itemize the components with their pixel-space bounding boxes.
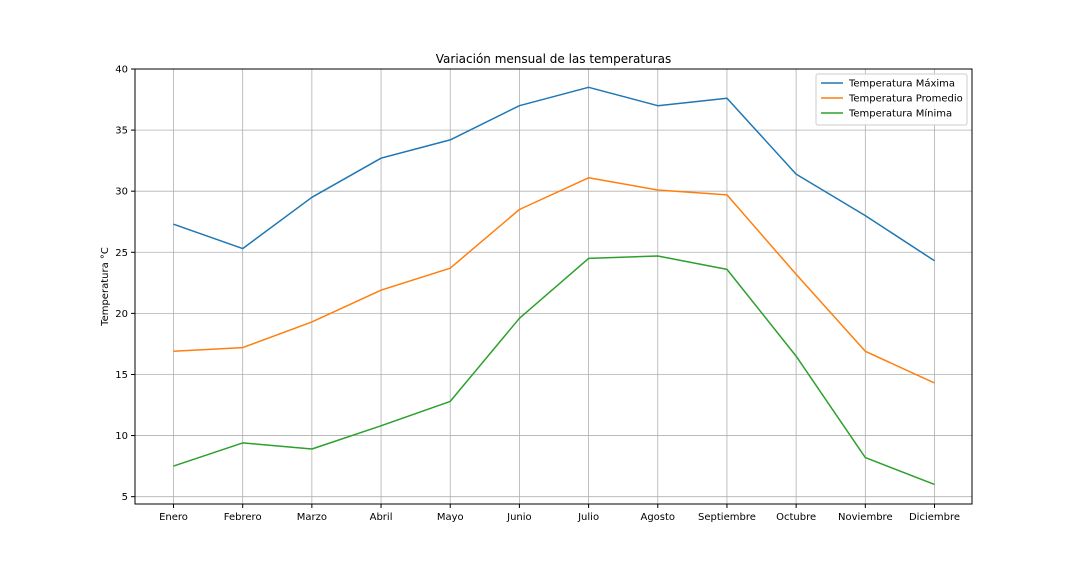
y-tick-label: 35 [115,126,128,137]
x-tick-label: Octubre [776,512,816,523]
y-tick-label: 10 [115,431,128,442]
x-tick-label: Diciembre [909,512,960,523]
y-tick-label: 20 [115,309,128,320]
y-tick-label: 40 [115,65,128,76]
y-tick-label: 30 [115,187,128,198]
legend-label: Temperatura Promedio [848,94,963,105]
x-tick-label: Mayo [437,512,464,523]
x-tick-label: Enero [159,512,188,523]
legend-label: Temperatura Máxima [848,78,955,90]
x-tick-label: Febrero [224,512,262,523]
x-axis: Enero Febrero Marzo Abril Mayo Junio Julio Agos… [159,504,960,523]
y-axis: 5 10 15 20 25 30 35 40 [115,65,135,503]
x-tick-label: Abril [370,512,393,523]
x-tick-label: Septiembre [698,512,756,523]
legend: Temperatura Máxima Temperatura Promedio Te… [815,73,968,126]
series-line-1 [173,86,935,262]
y-tick-label: 5 [122,492,128,503]
series-lines [173,86,935,486]
chart-title: Variación mensual de las temperaturas [436,52,671,66]
y-tick-label: 25 [115,248,128,259]
y-axis-label: Temperatura °C [100,247,111,327]
y-tick-label: 15 [115,370,128,381]
legend-label: Temperatura Mínima [848,108,952,120]
x-tick-label: Marzo [297,512,327,523]
x-tick-label: Junio [506,512,532,523]
x-tick-label: Agosto [640,512,675,523]
plot-frame [134,68,973,505]
x-tick-label: Noviembre [838,512,893,523]
series-line-3 [173,255,935,486]
x-tick-label: Julio [577,512,599,523]
legend-box [815,73,968,126]
series-line-2 [173,177,935,384]
